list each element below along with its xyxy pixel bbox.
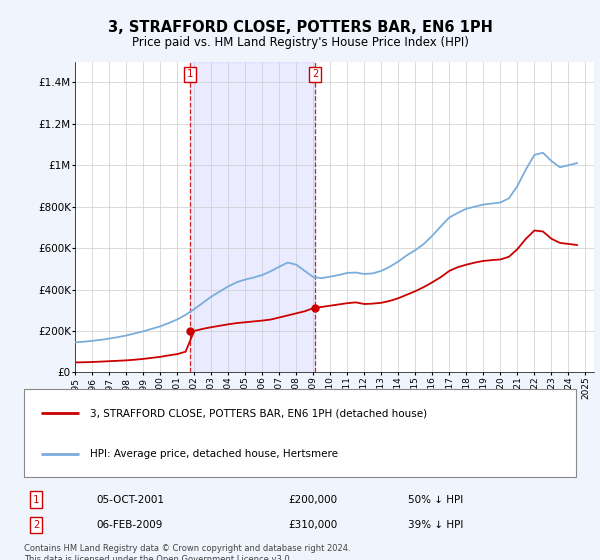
Text: £200,000: £200,000: [288, 494, 337, 505]
Text: Contains HM Land Registry data © Crown copyright and database right 2024.
This d: Contains HM Land Registry data © Crown c…: [24, 544, 350, 560]
Text: 1: 1: [187, 69, 193, 80]
Text: 3, STRAFFORD CLOSE, POTTERS BAR, EN6 1PH: 3, STRAFFORD CLOSE, POTTERS BAR, EN6 1PH: [107, 20, 493, 35]
Text: Price paid vs. HM Land Registry's House Price Index (HPI): Price paid vs. HM Land Registry's House …: [131, 36, 469, 49]
Text: 39% ↓ HPI: 39% ↓ HPI: [408, 520, 463, 530]
FancyBboxPatch shape: [24, 389, 576, 477]
Text: 2: 2: [33, 520, 39, 530]
Bar: [190, 62, 315, 372]
Text: 2: 2: [312, 69, 318, 80]
Text: HPI: Average price, detached house, Hertsmere: HPI: Average price, detached house, Hert…: [90, 449, 338, 459]
Text: 06-FEB-2009: 06-FEB-2009: [96, 520, 163, 530]
Text: 3, STRAFFORD CLOSE, POTTERS BAR, EN6 1PH (detached house): 3, STRAFFORD CLOSE, POTTERS BAR, EN6 1PH…: [90, 408, 427, 418]
Text: 50% ↓ HPI: 50% ↓ HPI: [408, 494, 463, 505]
Text: 1: 1: [33, 494, 39, 505]
Text: £310,000: £310,000: [288, 520, 337, 530]
Text: 05-OCT-2001: 05-OCT-2001: [96, 494, 164, 505]
